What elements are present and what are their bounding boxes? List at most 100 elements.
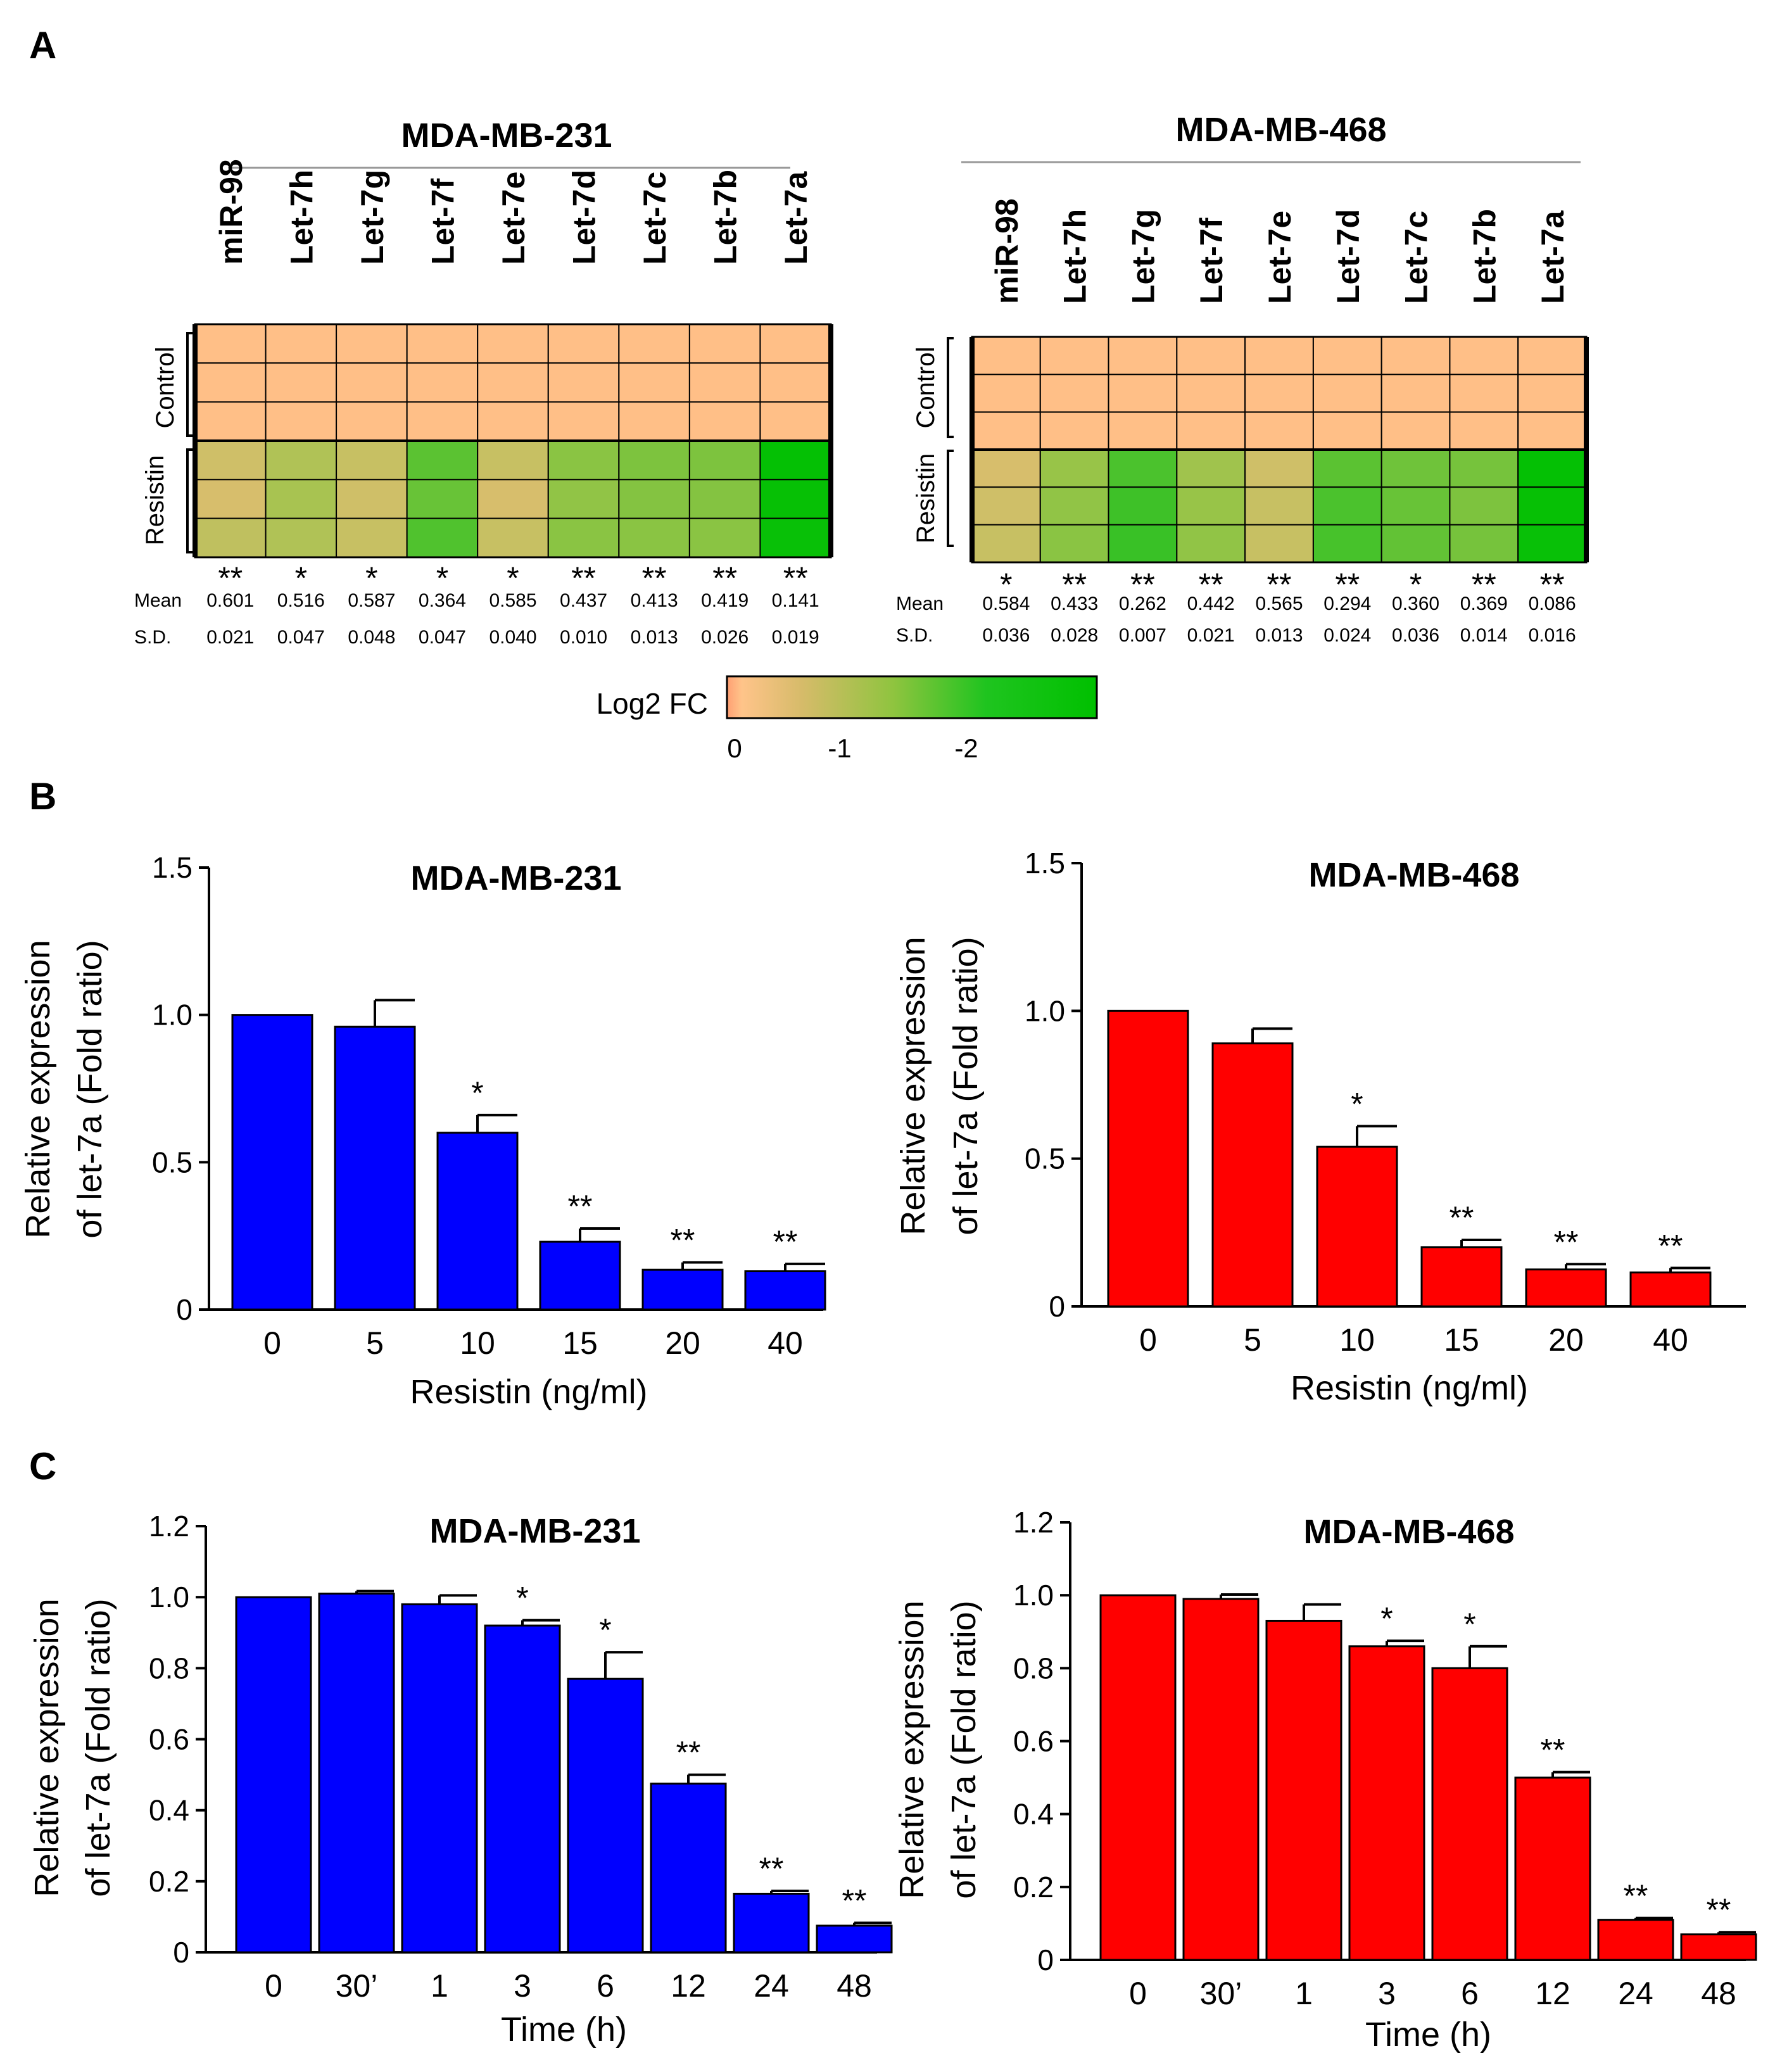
heatmap-cell: [406, 401, 479, 442]
mean-value: 0.587: [348, 590, 395, 611]
x-tick-label: 15: [1444, 1322, 1479, 1358]
y-axis-label: of let-7a (Fold ratio): [945, 1600, 983, 1898]
legend-tick: 0: [727, 733, 742, 763]
significance-mark: **: [1624, 1878, 1648, 1914]
significance-mark: **: [1554, 1224, 1579, 1260]
y-tick-label: 1.5: [1025, 847, 1065, 880]
mean-value: 0.437: [560, 590, 607, 611]
y-axis-label: Relative expression: [894, 937, 932, 1235]
resistin-row-label: Resistin: [912, 453, 940, 543]
x-tick-label: 5: [1244, 1322, 1261, 1358]
bar: [1348, 1645, 1425, 1961]
mean-value: 0.419: [701, 590, 749, 611]
sd-value: 0.047: [419, 627, 466, 648]
heatmap-cell: [1449, 336, 1519, 376]
heatmap-cell: [265, 324, 338, 364]
significance-mark: *: [507, 560, 519, 596]
bar: [650, 1783, 727, 1954]
heatmap-stats: **0.6010.021*0.5160.047*0.5870.048*0.364…: [206, 560, 819, 648]
heatmap-cell: [759, 401, 832, 442]
mean-value: 0.413: [631, 590, 678, 611]
bar: [733, 1892, 810, 1954]
x-tick-label: 20: [665, 1325, 700, 1361]
panel-label-a: A: [29, 24, 56, 66]
bar: [1525, 1268, 1607, 1308]
heatmap-cell: [1380, 524, 1451, 564]
sd-row-label: S.D.: [896, 625, 933, 646]
x-tick-label: 3: [514, 1968, 531, 2004]
heatmap-column-label: Let-7a: [1535, 210, 1570, 304]
sd-value: 0.036: [1392, 625, 1439, 646]
heatmap-cell: [1039, 374, 1109, 413]
bar: [1099, 1594, 1177, 1961]
significance-mark: **: [1472, 567, 1496, 602]
heatmap-cell: [1380, 374, 1451, 413]
heatmap-column-label: Let-7f: [1194, 218, 1229, 304]
bar-chart-b-231: MDA-MB-231 Relative expression of let-7a (…: [19, 851, 826, 1411]
heatmap-cell: [688, 479, 761, 519]
bar: [1211, 1042, 1294, 1308]
significance-mark: **: [1541, 1732, 1565, 1767]
heatmap-cell: [1108, 374, 1178, 413]
heatmap-cell: [1312, 449, 1382, 488]
heatmap-cell: [971, 486, 1041, 526]
significance-mark: *: [1380, 1601, 1393, 1636]
heatmap-cell: [406, 362, 479, 403]
y-tick-label: 0.4: [149, 1794, 189, 1827]
mean-row-label: Mean: [134, 590, 182, 611]
mean-value: 0.565: [1255, 593, 1303, 614]
x-tick-label: 10: [460, 1325, 495, 1361]
heatmap-column-label: Let-7e: [1262, 211, 1298, 304]
heatmap-cell: [547, 440, 620, 481]
significance-mark: **: [671, 1223, 695, 1258]
significance-mark: *: [295, 560, 307, 596]
bar: [816, 1924, 893, 1954]
significance-mark: *: [365, 560, 377, 596]
heatmap-cell: [406, 324, 479, 364]
sd-value: 0.036: [982, 625, 1030, 646]
significance-mark: *: [436, 560, 448, 596]
heatmap-column-labels: miR-98 Let-7h Let-7g Let-7f Let-7e Let-7d Let-…: [213, 159, 814, 265]
heatmap-cell: [1108, 411, 1178, 451]
x-tick-label: 15: [562, 1325, 598, 1361]
x-tick-label: 20: [1548, 1322, 1584, 1358]
significance-mark: *: [516, 1581, 528, 1616]
significance-mark: *: [1410, 567, 1422, 602]
heatmap-cell: [971, 524, 1041, 564]
x-tick-label: 5: [366, 1325, 384, 1361]
heatmap-cell: [1244, 411, 1314, 451]
heatmap-cell: [688, 401, 761, 442]
heatmap-cell: [406, 517, 479, 559]
control-bracket: [186, 332, 193, 437]
x-tick-label: 12: [671, 1968, 706, 2004]
heatmap-cell: [1517, 486, 1587, 526]
sd-value: 0.013: [631, 627, 678, 648]
y-tick-label: 0.5: [1025, 1142, 1065, 1175]
heatmap-cell: [1244, 449, 1314, 488]
bar: [1680, 1933, 1757, 1961]
heatmap-cell: [1176, 336, 1246, 376]
bar: [1316, 1146, 1398, 1308]
sd-value: 0.021: [206, 627, 254, 648]
bar: [1182, 1598, 1260, 1961]
significance-mark: **: [1450, 1200, 1474, 1235]
y-tick-label: 0.2: [1013, 1871, 1054, 1904]
sd-value: 0.026: [701, 627, 749, 648]
heatmap-cells: [193, 323, 833, 559]
resistin-row-label: Resistin: [141, 455, 169, 545]
heatmap-cells: [970, 336, 1589, 564]
y-tick-label: 0.8: [149, 1652, 189, 1684]
bar: [235, 1596, 312, 1954]
heatmap-cell: [1380, 411, 1451, 451]
mean-value: 0.086: [1529, 593, 1576, 614]
bar: [436, 1132, 519, 1311]
mean-value: 0.585: [489, 590, 536, 611]
heatmap-column-label: Let-7b: [708, 170, 743, 265]
x-tick-label: 6: [597, 1968, 614, 2004]
y-tick-label: 1.0: [1025, 994, 1065, 1027]
bar: [1107, 1009, 1189, 1308]
heatmap-cell: [194, 401, 267, 442]
heatmap-cell: [688, 324, 761, 364]
bar-chart-b-468: MDA-MB-468 Relative expression of let-7a (…: [894, 847, 1746, 1407]
y-axis-label: of let-7a (Fold ratio): [947, 937, 985, 1235]
